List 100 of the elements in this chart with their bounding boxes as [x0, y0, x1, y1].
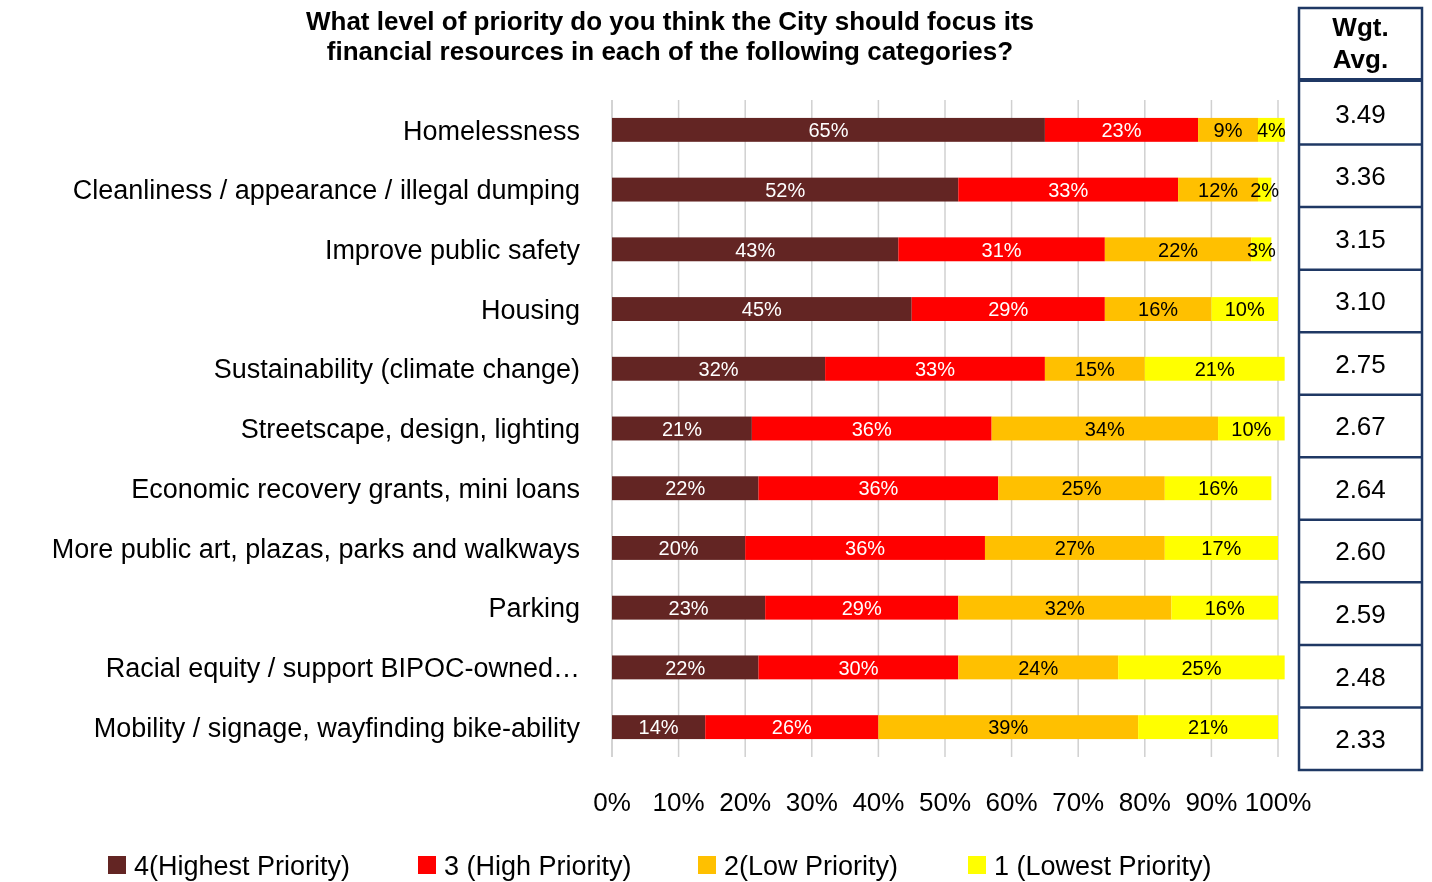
y-tick-label: Homelessness — [402, 115, 580, 146]
text: Wgt. Avg. — [1332, 12, 1389, 74]
x-tick-label: 40% — [852, 787, 905, 818]
data-label: 30% — [838, 656, 879, 679]
data-label: 32% — [1044, 596, 1086, 619]
bar — [898, 237, 1105, 262]
data-label: 36% — [858, 477, 899, 500]
bar — [612, 297, 912, 321]
bar — [1144, 356, 1285, 381]
data-label: 16% — [1138, 298, 1179, 321]
x-tick-label: 90% — [1185, 787, 1238, 818]
x-tick-label: 60% — [985, 787, 1038, 818]
bar — [1138, 715, 1278, 740]
data-label: 22% — [665, 656, 706, 679]
data-label: 9% — [1213, 119, 1243, 142]
x-tick-label: 100% — [1244, 787, 1312, 818]
data-label: 17% — [1201, 537, 1242, 560]
y-tick-label: Parking — [488, 593, 580, 624]
x-tick-label: 80% — [1118, 787, 1171, 818]
data-label: 23% — [1101, 119, 1142, 142]
bar — [745, 536, 985, 560]
data-label: 29% — [988, 298, 1029, 321]
bar — [984, 536, 1165, 560]
text: 3.10 — [1335, 286, 1386, 317]
bar — [612, 655, 759, 680]
text: 2.60 — [1335, 536, 1386, 567]
text: 2.33 — [1335, 724, 1386, 755]
data-label: 32% — [698, 357, 739, 380]
bar — [1164, 536, 1278, 560]
data-label: 25% — [1061, 477, 1102, 500]
data-label: 34% — [1084, 417, 1126, 440]
bar — [751, 416, 992, 441]
data-label: 26% — [771, 716, 813, 739]
legend-label: 1 (Lowest Priority) — [994, 850, 1212, 881]
bar — [878, 715, 1139, 740]
bar — [705, 715, 879, 740]
data-label: 39% — [988, 716, 1029, 739]
x-tick-label: 30% — [785, 787, 838, 818]
text: 2.64 — [1335, 473, 1386, 504]
data-label: 33% — [914, 357, 956, 380]
data-label: 33% — [1048, 178, 1089, 201]
y-tick-label: Housing — [480, 294, 580, 325]
bar — [825, 356, 1045, 381]
data-label: 36% — [845, 537, 886, 560]
text: 3.49 — [1335, 98, 1386, 129]
legend-label: 3 (High Priority) — [444, 850, 632, 881]
data-label: 52% — [765, 178, 806, 201]
bar — [1171, 595, 1278, 620]
data-label: 23% — [668, 596, 709, 619]
bar — [958, 177, 1179, 202]
data-label: 36% — [851, 417, 892, 440]
bar — [1044, 117, 1199, 142]
bar — [612, 476, 759, 501]
bar — [612, 237, 899, 262]
bar — [1118, 655, 1285, 680]
text: 2.75 — [1335, 348, 1386, 379]
data-label: 21% — [1194, 357, 1235, 380]
data-label: 16% — [1198, 477, 1239, 500]
data-label: 4% — [1256, 119, 1287, 142]
bar — [991, 416, 1219, 441]
y-tick-label: More public art, plazas, parks and walkways — [51, 533, 580, 564]
text: 3.36 — [1335, 161, 1386, 192]
text: 2.67 — [1335, 411, 1386, 442]
data-label: 22% — [1158, 238, 1199, 261]
data-label: 12% — [1198, 178, 1239, 201]
x-tick-label: 70% — [1052, 787, 1105, 818]
data-label: 24% — [1018, 656, 1059, 679]
data-label: 45% — [741, 298, 783, 321]
data-label: 65% — [808, 119, 849, 142]
y-tick-label: Mobility / signage, wayfinding bike-ability — [93, 712, 581, 743]
x-tick-label: 0% — [593, 787, 631, 818]
text: 2.48 — [1335, 661, 1386, 692]
data-label: 14% — [638, 716, 679, 739]
x-tick-label: 20% — [719, 787, 772, 818]
bar — [765, 595, 959, 620]
data-label: 10% — [1224, 298, 1265, 321]
data-label: 43% — [735, 238, 776, 261]
x-tick-label: 10% — [652, 787, 705, 818]
y-tick-label: Cleanliness / appearance / illegal dumping — [72, 175, 580, 206]
text: 3.15 — [1335, 223, 1386, 254]
data-label: 25% — [1181, 656, 1222, 679]
text: 2.59 — [1335, 599, 1386, 629]
legend-label: 2(Low Priority) — [724, 850, 899, 881]
bar — [958, 655, 1119, 680]
y-tick-label: Sustainability (climate change) — [213, 354, 580, 385]
bar — [911, 297, 1105, 321]
data-label: 15% — [1074, 357, 1116, 380]
bar — [758, 655, 959, 680]
data-label: 20% — [658, 537, 699, 560]
bar — [612, 177, 959, 202]
bar — [612, 595, 766, 620]
bar — [612, 536, 746, 560]
y-tick-label: Racial equity / support BIPOC-owned… — [105, 653, 580, 684]
data-label: 31% — [981, 238, 1022, 261]
legend-label: 4(Highest Priority) — [134, 850, 351, 881]
y-tick-label: Improve public safety — [324, 235, 581, 266]
chart-title: What level of priority do you think the City should focus its financial resources in each of the following categories? — [305, 6, 1035, 66]
data-label: 16% — [1204, 596, 1245, 619]
bar — [612, 356, 826, 381]
data-label: 27% — [1054, 537, 1096, 560]
